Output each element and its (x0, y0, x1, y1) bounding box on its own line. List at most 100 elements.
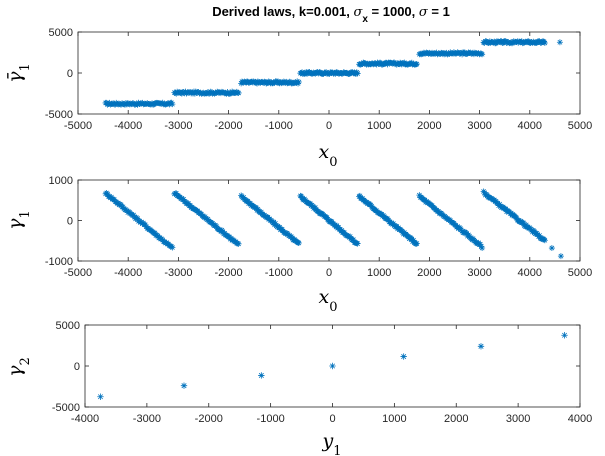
data-point (295, 240, 302, 247)
data-point (213, 223, 220, 230)
data-band-7 (480, 188, 548, 244)
data-point (180, 196, 187, 203)
data-point (523, 221, 530, 228)
y-tick-label: 0 (74, 361, 80, 373)
data-point (209, 220, 216, 227)
data-band-1 (102, 189, 176, 251)
subplot-2-xlabel: x0 (319, 286, 338, 315)
data-point (182, 88, 189, 95)
data-point (520, 219, 527, 226)
data-point (479, 51, 486, 58)
data-point (495, 202, 502, 209)
data-point (341, 229, 348, 236)
x-tick-label: 1000 (382, 413, 406, 425)
y-tick-label: -1000 (45, 256, 73, 268)
data-point (433, 49, 440, 56)
data-point (329, 362, 336, 370)
x-tick-label: 3000 (467, 267, 491, 279)
subplot-1-xlabel: x0 (319, 141, 338, 170)
data-point (176, 194, 183, 201)
x-tick-label: -2000 (215, 267, 243, 279)
x-tick-label: 2000 (417, 267, 441, 279)
x-tick-label: -2000 (195, 413, 223, 425)
data-point (391, 59, 398, 66)
data-point (142, 221, 149, 228)
data-point (115, 200, 122, 207)
subplot-3-ylabel: γ2 (4, 357, 33, 377)
x-tick-label: 4000 (518, 120, 542, 132)
data-point (169, 101, 176, 108)
x-tick-label: -5000 (64, 267, 92, 279)
data-point (166, 242, 173, 249)
data-point (299, 69, 306, 76)
y-tick-label: 1000 (49, 175, 73, 187)
data-point (373, 61, 380, 68)
data-point (479, 245, 486, 252)
x-tick-label: -4000 (114, 120, 142, 132)
data-point (240, 194, 247, 201)
data-point (326, 70, 333, 77)
figure-title: Derived laws, k=0.001, σx = 1000, σ = 1 (212, 4, 450, 25)
data-point (323, 214, 330, 221)
data-point (522, 223, 529, 230)
x-tick-label: 1000 (367, 120, 391, 132)
x-tick-label: -1000 (257, 413, 285, 425)
data-point (130, 211, 137, 218)
x-tick-label: 3000 (467, 120, 491, 132)
data-point (226, 233, 233, 240)
data-point (352, 70, 359, 77)
data-point (400, 353, 407, 360)
data-point (204, 216, 211, 223)
data-point (312, 204, 319, 211)
data-point (541, 39, 548, 46)
data-point (477, 343, 485, 350)
data-point (513, 214, 520, 221)
data-point (254, 80, 261, 87)
subplot-3-xlabel: y1 (321, 430, 341, 456)
data-point (356, 192, 363, 199)
data-point (541, 237, 548, 244)
x-tick-label: 3000 (506, 413, 530, 425)
data-point (387, 218, 394, 225)
data-band-2 (171, 190, 242, 247)
x-tick-label: 4000 (518, 267, 542, 279)
x-tick-label: -1000 (265, 120, 293, 132)
data-point (368, 203, 375, 210)
x-tick-label: 2000 (444, 413, 468, 425)
data-point (561, 332, 568, 339)
data-point (123, 207, 130, 214)
subplot-2-axes: -5000 -4000 -3000 -2000 -1000 0 1000 2000 3000 40… (45, 175, 592, 279)
y-tick-label: 5000 (56, 320, 80, 332)
data-point (106, 99, 113, 106)
data-band-3 (238, 192, 302, 247)
data-point (258, 372, 265, 379)
data-point (202, 213, 209, 220)
data-point (238, 193, 245, 200)
data-band-1 (102, 99, 176, 108)
subplot-3-axes: -4000 -3000 -2000 -1000 0 1000 2000 3000 4000 -50… (52, 320, 592, 425)
data-point (293, 79, 300, 86)
data-band-7 (480, 38, 548, 47)
data-point (97, 393, 104, 400)
data-point (134, 101, 141, 108)
data-point (477, 241, 484, 248)
subplot-1-ylabel: γ̄1 (4, 63, 33, 83)
x-tick-label: 5000 (568, 120, 592, 132)
data-point (104, 190, 111, 197)
subplot-3: -4000 -3000 -2000 -1000 0 1000 2000 3000 4000 -50… (4, 320, 592, 456)
data-point (496, 201, 503, 208)
data-point (494, 200, 501, 207)
data-band-5 (356, 59, 420, 68)
data-point (413, 61, 420, 68)
data-point (439, 211, 446, 218)
data-point (354, 70, 361, 77)
x-tick-label: -4000 (114, 267, 142, 279)
data-point (502, 38, 509, 45)
data-point (486, 38, 493, 45)
data-point (180, 382, 188, 389)
data-point (138, 218, 145, 225)
x-tick-label: 2000 (417, 120, 441, 132)
data-point (373, 207, 380, 214)
x-tick-label: 5000 (568, 267, 592, 279)
